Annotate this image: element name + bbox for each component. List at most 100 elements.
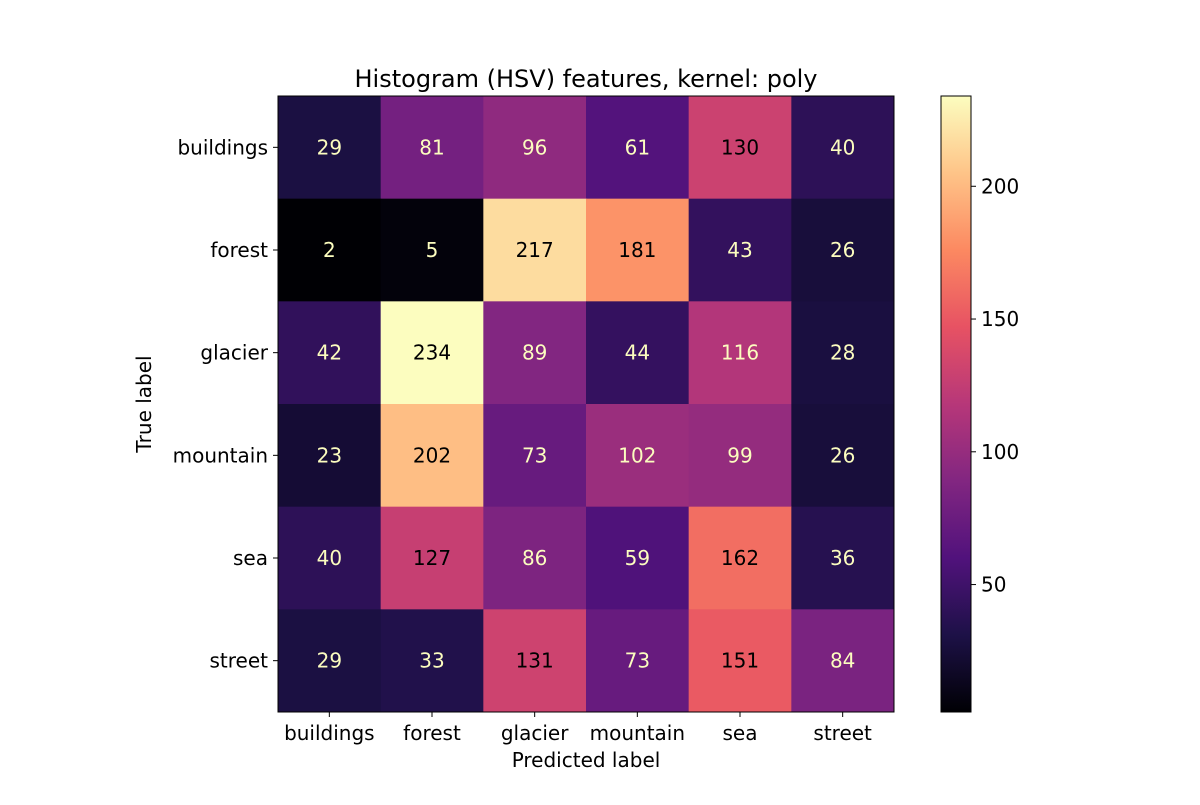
x-tick-label: forest — [403, 721, 461, 745]
y-tick-label: mountain — [173, 443, 268, 467]
heatmap-cell — [688, 404, 792, 508]
heatmap-cell-value: 73 — [625, 649, 650, 673]
heatmap-cell — [278, 404, 382, 508]
heatmap-cell-value: 151 — [721, 649, 759, 673]
heatmap-cell-value: 23 — [317, 443, 342, 467]
heatmap-cell — [483, 96, 587, 200]
heatmap-cell — [586, 506, 690, 610]
heatmap-cell-value: 43 — [727, 238, 752, 262]
heatmap-cell-value: 40 — [830, 135, 855, 159]
heatmap-cell — [791, 609, 895, 713]
x-axis-ticks: buildings forest glacier mountain sea street — [284, 712, 872, 745]
heatmap-cell — [380, 609, 484, 713]
heatmap-cell-value: 217 — [516, 238, 554, 262]
heatmap-cell — [586, 301, 690, 405]
heatmap-cell — [483, 301, 587, 405]
x-tick-label: street — [813, 721, 872, 745]
y-axis-label: True label — [132, 355, 156, 453]
heatmap-cell — [278, 198, 382, 302]
heatmap-cell-value: 26 — [830, 443, 855, 467]
heatmap-cell — [278, 96, 382, 200]
x-tick-label: glacier — [501, 721, 569, 745]
heatmap-cell — [380, 506, 484, 610]
colorbar-ticks: 50 100 150 200 — [971, 174, 1019, 597]
colorbar-gradient — [940, 95, 972, 713]
heatmap-cell-value: 40 — [317, 546, 342, 570]
heatmap-cell-value: 99 — [727, 443, 752, 467]
y-tick-label: forest — [210, 238, 268, 262]
heatmap-cell-value: 89 — [522, 341, 547, 365]
heatmap-cell-value: 33 — [419, 649, 444, 673]
heatmap-cell — [278, 301, 382, 405]
colorbar-tick-label: 200 — [981, 174, 1019, 198]
heatmap-cell — [380, 301, 484, 405]
heatmap-cell-value: 116 — [721, 341, 759, 365]
x-tick-label: sea — [723, 721, 758, 745]
x-axis-label: Predicted label — [512, 748, 661, 772]
heatmap-cell-value: 181 — [618, 238, 656, 262]
heatmap-cell-value: 127 — [413, 546, 451, 570]
heatmap-cell — [688, 96, 792, 200]
heatmap-cell — [380, 198, 484, 302]
heatmap-cell — [278, 506, 382, 610]
heatmap-cell-value: 202 — [413, 443, 451, 467]
heatmap-cell-value: 29 — [317, 135, 342, 159]
heatmap-cells: 29 81 96 61 130 40 2 5 217 181 43 26 42 234 89 44 116 28 2… — [278, 96, 895, 713]
heatmap-cell-value: 42 — [317, 341, 342, 365]
heatmap-cell — [791, 404, 895, 508]
heatmap-cell — [483, 506, 587, 610]
heatmap-cell-value: 36 — [830, 546, 855, 570]
heatmap-cell — [688, 506, 792, 610]
y-tick-label: buildings — [177, 135, 268, 159]
heatmap-cell-value: 234 — [413, 341, 451, 365]
heatmap-cell-value: 130 — [721, 135, 759, 159]
heatmap-cell-value: 61 — [625, 135, 650, 159]
heatmap-cell-value: 2 — [323, 238, 336, 262]
heatmap-cell-value: 96 — [522, 135, 547, 159]
heatmap-cell — [278, 609, 382, 713]
heatmap-cell — [586, 96, 690, 200]
y-axis-ticks: buildings forest glacier mountain sea street — [173, 135, 278, 673]
heatmap-cell — [483, 198, 587, 302]
heatmap-cell — [791, 198, 895, 302]
heatmap-cell-value: 28 — [830, 341, 855, 365]
y-tick-label: glacier — [200, 341, 268, 365]
heatmap-cell — [380, 96, 484, 200]
colorbar: 50 100 150 200 — [940, 95, 1019, 713]
heatmap-cell-value: 131 — [516, 649, 554, 673]
heatmap-cell — [688, 198, 792, 302]
heatmap-cell — [586, 404, 690, 508]
chart-title: Histogram (HSV) features, kernel: poly — [355, 65, 818, 93]
heatmap-cell — [586, 198, 690, 302]
x-tick-label: buildings — [284, 721, 375, 745]
heatmap-cell — [483, 404, 587, 508]
heatmap-cell — [791, 96, 895, 200]
heatmap-cell-value: 162 — [721, 546, 759, 570]
heatmap-cell-value: 26 — [830, 238, 855, 262]
y-tick-label: sea — [233, 546, 268, 570]
heatmap-cell-value: 102 — [618, 443, 656, 467]
heatmap-cell-value: 44 — [625, 341, 650, 365]
heatmap-cell-value: 81 — [419, 135, 444, 159]
colorbar-tick-label: 50 — [981, 573, 1006, 597]
heatmap-cell — [483, 609, 587, 713]
heatmap-cell-value: 73 — [522, 443, 547, 467]
heatmap-cell — [791, 301, 895, 405]
heatmap-cell-value: 86 — [522, 546, 547, 570]
heatmap-cell — [688, 609, 792, 713]
x-tick-label: mountain — [590, 721, 685, 745]
y-tick-label: street — [210, 649, 269, 673]
heatmap-cell — [586, 609, 690, 713]
plot-frame — [277, 95, 895, 713]
heatmap-cell-value: 84 — [830, 649, 855, 673]
heatmap-cell-value: 59 — [625, 546, 650, 570]
heatmap-cell — [688, 301, 792, 405]
heatmap-cell-value: 5 — [426, 238, 439, 262]
heatmap-cell — [380, 404, 484, 508]
heatmap-cell — [791, 506, 895, 610]
colorbar-tick-label: 100 — [981, 440, 1019, 464]
heatmap-cell-value: 29 — [317, 649, 342, 673]
colorbar-tick-label: 150 — [981, 307, 1019, 331]
